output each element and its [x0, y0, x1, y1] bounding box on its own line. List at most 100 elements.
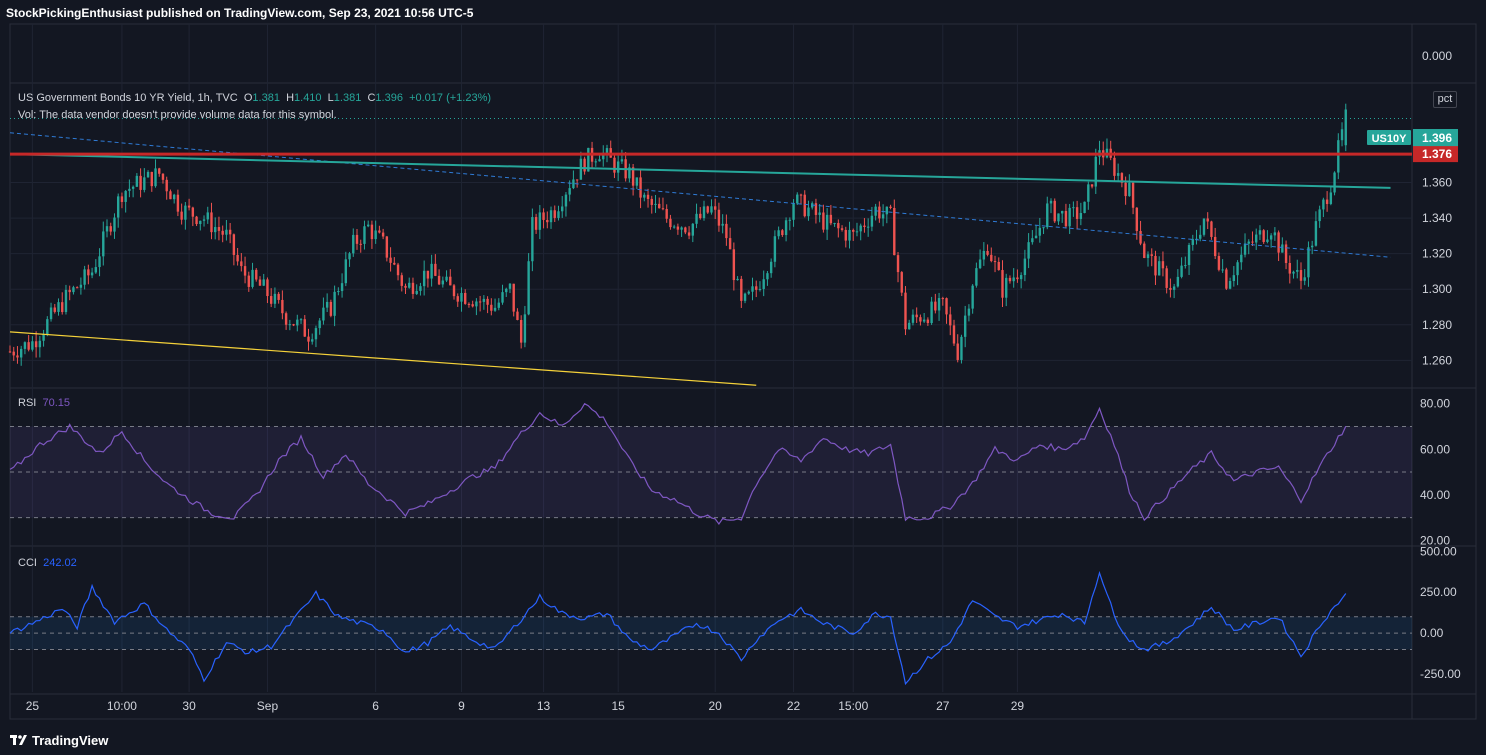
candle-body — [393, 262, 396, 265]
candle-body — [333, 291, 336, 316]
candle-body — [1094, 156, 1097, 187]
candle-body — [1329, 192, 1333, 204]
candle-body — [963, 315, 967, 337]
candle-body — [814, 203, 818, 215]
candle-body — [344, 259, 348, 284]
candle-body — [620, 159, 624, 162]
candle-body — [445, 276, 448, 281]
candle-body — [732, 249, 736, 281]
candle-body — [1273, 232, 1277, 236]
candle-body — [1292, 271, 1295, 274]
candle-body — [16, 355, 19, 358]
candle-body — [422, 270, 426, 287]
candle-body — [210, 212, 213, 233]
time-tick-label: 15:00 — [838, 699, 868, 713]
candle-body — [475, 301, 478, 307]
price-pane[interactable] — [8, 103, 1412, 386]
candle-body — [1225, 269, 1228, 289]
cci-tick-label: 500.00 — [1420, 544, 1457, 558]
rsi-pane[interactable] — [9, 402, 1412, 526]
candle-body — [135, 175, 139, 187]
candle-body — [1206, 218, 1209, 222]
pct-button[interactable]: pct — [1433, 91, 1457, 108]
candle-body — [1019, 275, 1023, 280]
candle-body — [217, 227, 221, 231]
candle-body — [639, 177, 642, 198]
symbol-name[interactable]: US Government Bonds 10 YR Yield, 1h, TVC — [18, 92, 238, 104]
candle-body — [878, 206, 881, 219]
candle-body — [602, 152, 605, 160]
candle-body — [437, 275, 441, 285]
candle-body — [482, 298, 486, 302]
candle-body — [1128, 182, 1131, 197]
candle-body — [150, 171, 153, 187]
cci-pane[interactable] — [9, 570, 1412, 686]
candle-body — [769, 261, 773, 274]
candle-body — [325, 301, 329, 308]
candle-body — [262, 279, 265, 286]
candle-body — [1310, 245, 1314, 248]
candle-body — [90, 272, 94, 276]
candle-body — [355, 234, 359, 244]
candle-body — [1337, 140, 1340, 173]
candle-body — [31, 341, 34, 350]
candle-body — [1172, 286, 1176, 290]
candle-body — [908, 322, 911, 330]
candle-body — [952, 325, 956, 344]
candle-body — [941, 298, 944, 300]
candle-body — [486, 298, 489, 305]
candle-body — [415, 290, 418, 294]
candle-body — [516, 311, 519, 320]
candle-body — [471, 304, 474, 307]
candle-body — [889, 206, 892, 208]
candle-body — [307, 336, 310, 342]
candle-body — [803, 194, 806, 217]
close-label: C — [367, 92, 376, 104]
rsi-label[interactable]: RSI — [18, 397, 37, 409]
resistance-tag-label: 1.376 — [1422, 147, 1452, 161]
candle-body — [180, 211, 183, 220]
price-tick-label: 1.340 — [1422, 211, 1452, 225]
candle-body — [781, 230, 784, 236]
price-tick-label: 1.260 — [1422, 353, 1452, 367]
candle-body — [934, 301, 937, 311]
candle-body — [870, 215, 874, 227]
tradingview-logo-icon[interactable] — [10, 733, 28, 747]
candle-body — [1116, 173, 1120, 176]
candle-body — [161, 173, 165, 180]
candle-body — [258, 279, 262, 286]
symbol-legend: US Government Bonds 10 YR Yield, 1h, TVC… — [18, 92, 491, 104]
candle-body — [605, 148, 609, 153]
candle-body — [646, 194, 650, 199]
candle-body — [441, 280, 445, 285]
candle-body — [8, 351, 12, 353]
candle-body — [109, 226, 112, 232]
yellow-trendline — [9, 331, 757, 386]
time-tick-label: 25 — [26, 699, 40, 713]
candle-body — [538, 212, 542, 230]
candle-body — [721, 223, 724, 226]
candle-body — [490, 304, 493, 311]
candle-body — [400, 275, 403, 286]
candle-body — [1087, 184, 1090, 202]
candle-body — [523, 314, 527, 343]
candle-body — [598, 159, 601, 162]
candle-body — [72, 287, 75, 293]
cci-label[interactable]: CCI — [18, 557, 37, 569]
candle-body — [1277, 232, 1280, 253]
candle-body — [837, 223, 840, 229]
candle-body — [277, 293, 280, 300]
high-label: H — [286, 92, 295, 104]
cci-tick-label: -250.00 — [1420, 667, 1461, 681]
candle-body — [534, 217, 538, 230]
publisher-header: StockPickingEnthusiast published on Trad… — [0, 0, 1486, 24]
candle-body — [743, 293, 747, 301]
candle-body — [736, 278, 739, 281]
tradingview-brand[interactable]: TradingView — [32, 733, 109, 748]
candle-body — [352, 234, 355, 254]
candle-body — [575, 179, 579, 181]
candle-body — [1120, 173, 1124, 183]
candle-body — [124, 190, 127, 202]
candle-body — [1247, 241, 1250, 244]
